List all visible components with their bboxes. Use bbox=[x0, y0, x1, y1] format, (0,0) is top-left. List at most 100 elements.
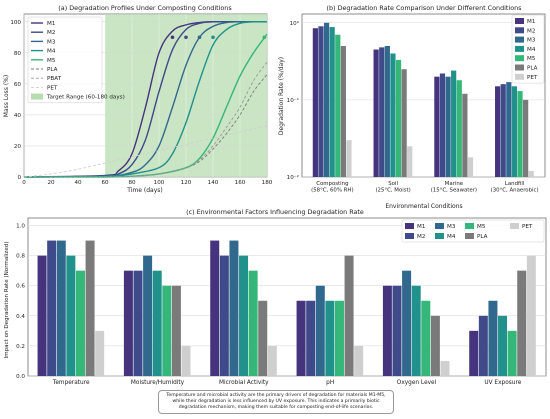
legend-swatch bbox=[510, 223, 519, 229]
bar-pet bbox=[354, 345, 364, 376]
bar-pla bbox=[430, 315, 440, 376]
category-label: Microbial Activity bbox=[219, 380, 269, 386]
category-label: Marine bbox=[445, 181, 464, 187]
bar-m2 bbox=[133, 270, 143, 376]
bar-pet bbox=[526, 255, 536, 376]
bar-m1 bbox=[296, 300, 306, 376]
y-tick-label: 0 bbox=[17, 175, 21, 181]
bar-m2 bbox=[500, 84, 506, 177]
category-label: Soil bbox=[388, 181, 398, 187]
legend-swatch bbox=[515, 55, 524, 62]
panel-b-x-label: Environmental Conditions bbox=[385, 203, 462, 210]
panel-b-legend: M1 M2 M3 M4 M5 PLA PET bbox=[511, 14, 545, 84]
legend-swatch bbox=[405, 233, 414, 239]
bar-m4 bbox=[329, 27, 335, 177]
legend-swatch bbox=[515, 18, 524, 24]
bar-pla bbox=[401, 69, 407, 177]
bar-pet bbox=[440, 360, 450, 376]
x-tick-label: 140 bbox=[208, 180, 219, 186]
legend-swatch bbox=[515, 36, 524, 43]
bar-m4 bbox=[511, 86, 518, 177]
y-tick-label: 20 bbox=[14, 144, 22, 150]
category-label: UV Exposure bbox=[484, 380, 521, 386]
panel-c-y-label: Impact on Degradation Rate (Normalized) bbox=[4, 241, 10, 358]
x-tick-label: 0 bbox=[22, 180, 26, 186]
series-line-pet bbox=[23, 125, 268, 178]
marker-m3 bbox=[197, 35, 202, 40]
bar-m4 bbox=[152, 270, 162, 376]
category-label: (15°C, Seawater) bbox=[431, 188, 477, 194]
bar-m1 bbox=[495, 86, 501, 177]
bar-pet bbox=[346, 140, 352, 177]
bar-pet bbox=[267, 345, 277, 376]
bar-m5 bbox=[75, 270, 85, 376]
bar-m1 bbox=[469, 330, 479, 376]
panel-a-series-lines bbox=[23, 20, 268, 178]
bar-m3 bbox=[143, 255, 153, 376]
category-label: (25°C, Moist) bbox=[375, 188, 410, 194]
panel-c-ticks: 0.0 0.2 0.4 0.6 0.8 1.0 Temperature Moisture/Hu… bbox=[16, 224, 522, 386]
legend-swatch bbox=[515, 27, 524, 34]
bar-m2 bbox=[478, 315, 488, 376]
legend-label-target: Target Range (60-180 days) bbox=[46, 95, 125, 101]
bar-m3 bbox=[384, 45, 390, 178]
bar-pla bbox=[344, 255, 354, 376]
bar-m2 bbox=[379, 47, 385, 177]
legend-label-m5: M5 bbox=[477, 224, 486, 230]
y-tick-label: 0.2 bbox=[16, 344, 25, 350]
category-label: Landfill bbox=[505, 181, 525, 187]
category-label: (30°C, Anaerobic) bbox=[491, 188, 539, 194]
bar-pla bbox=[171, 285, 181, 376]
bar-m3 bbox=[56, 240, 66, 376]
panel-c-plot-area bbox=[27, 217, 547, 377]
bar-pla bbox=[462, 93, 468, 177]
category-label: Composting bbox=[316, 181, 348, 187]
y-tick-label: 60 bbox=[14, 82, 22, 88]
bar-m2 bbox=[219, 255, 229, 376]
bar-m1 bbox=[434, 76, 440, 177]
bar-m5 bbox=[334, 300, 344, 376]
bar-m3 bbox=[315, 285, 325, 376]
panel-b-title: (b) Degradation Rate Comparison Under Di… bbox=[327, 4, 523, 12]
bar-m4 bbox=[451, 70, 457, 177]
legend-label-m4: M4 bbox=[447, 234, 456, 240]
y-tick-label: 0.6 bbox=[16, 284, 25, 290]
bar-m2 bbox=[439, 73, 446, 177]
bar-m4 bbox=[325, 300, 335, 376]
legend-label-pet: PET bbox=[47, 85, 58, 91]
category-label: Temperature bbox=[52, 380, 90, 386]
panel-c-legend: M1 M2 M3 M4 M5 PLA PET bbox=[401, 219, 545, 243]
x-tick-label: 40 bbox=[74, 180, 82, 186]
legend-swatch bbox=[515, 73, 524, 80]
bar-m4 bbox=[390, 53, 396, 177]
legend-label-m2: M2 bbox=[527, 28, 535, 34]
category-label: (58°C, 60% RH) bbox=[311, 188, 353, 194]
legend-swatch-target bbox=[31, 93, 43, 100]
bar-m5 bbox=[395, 59, 402, 178]
legend-swatch bbox=[435, 233, 444, 239]
y-tick-label: 10⁰ bbox=[290, 20, 300, 27]
bar-m1 bbox=[37, 255, 47, 376]
legend-label-m1: M1 bbox=[527, 19, 536, 25]
bar-m5 bbox=[517, 91, 523, 177]
bar-pla bbox=[523, 99, 529, 177]
bar-m1 bbox=[123, 270, 133, 376]
legend-label-m3: M3 bbox=[47, 39, 56, 45]
bar-m3 bbox=[488, 300, 498, 376]
bar-m1 bbox=[210, 240, 220, 376]
bar-m1 bbox=[312, 28, 318, 178]
bar-pet bbox=[407, 146, 413, 177]
y-tick-label: 0.4 bbox=[16, 314, 25, 320]
legend-label-m3: M3 bbox=[447, 224, 456, 230]
bar-pet bbox=[181, 345, 191, 376]
legend-label-m3: M3 bbox=[527, 38, 536, 44]
bar-m1 bbox=[373, 49, 379, 178]
bar-pla bbox=[517, 270, 527, 376]
x-tick-label: 100 bbox=[154, 180, 165, 186]
panel-a-ticks: 0 20 40 60 80 100 120 140 160 180 0 20 40 60 80 100 bbox=[10, 20, 272, 186]
legend-label-m2: M2 bbox=[417, 234, 425, 240]
bar-m3 bbox=[323, 22, 330, 177]
